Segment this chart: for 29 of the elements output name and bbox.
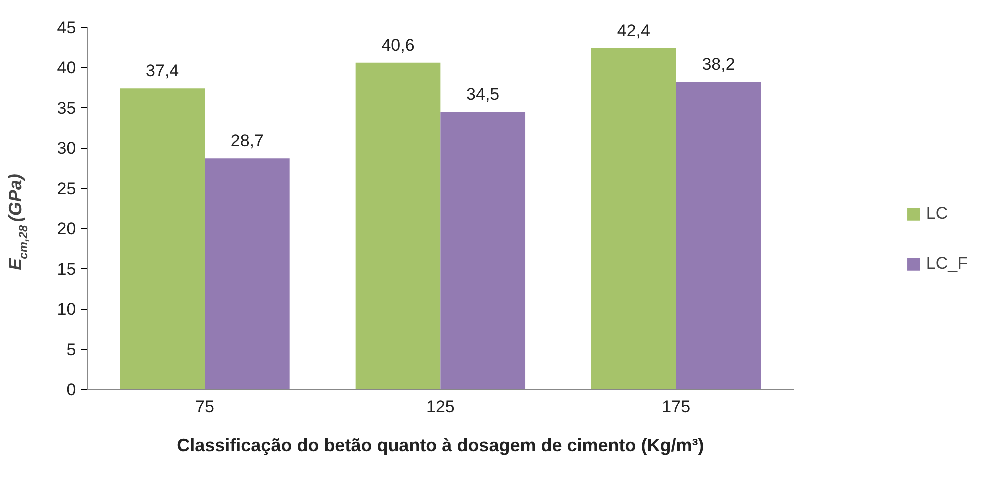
y-tick-label: 20: [57, 220, 76, 239]
bar: [592, 48, 676, 390]
y-tick-label: 30: [57, 139, 76, 158]
y-tick-label: 5: [66, 340, 76, 360]
legend-label: LC: [926, 204, 948, 224]
bar: [440, 112, 526, 390]
x-axis-title: Classificação do betão quanto à dosagem de cimento (Kg/m³): [177, 436, 704, 456]
y-tick-label: 35: [57, 98, 76, 118]
data-label: 38,2: [702, 55, 736, 74]
y-tick-label: 40: [57, 58, 76, 78]
x-tick-label: 125: [426, 398, 455, 416]
x-tick-label: 75: [196, 398, 214, 416]
y-axis-title: Ecm,28 (GPa): [6, 174, 30, 270]
legend-label: LC_F: [926, 254, 968, 274]
data-label: 28,7: [230, 132, 264, 151]
bar: [676, 82, 762, 390]
data-label: 37,4: [146, 62, 180, 81]
bar: [205, 158, 290, 390]
bar: [120, 88, 206, 390]
y-tick-label: 15: [57, 260, 76, 279]
bar: [356, 62, 441, 390]
data-label: 42,4: [617, 21, 650, 40]
y-tick-label: 10: [57, 300, 76, 320]
y-tick-label: 25: [57, 179, 76, 198]
y-tick-label: 0: [66, 380, 76, 400]
x-tick-label: 175: [662, 398, 691, 416]
data-label: 34,5: [466, 84, 500, 104]
data-label: 40,6: [382, 36, 415, 55]
y-tick-label: 45: [57, 18, 76, 38]
